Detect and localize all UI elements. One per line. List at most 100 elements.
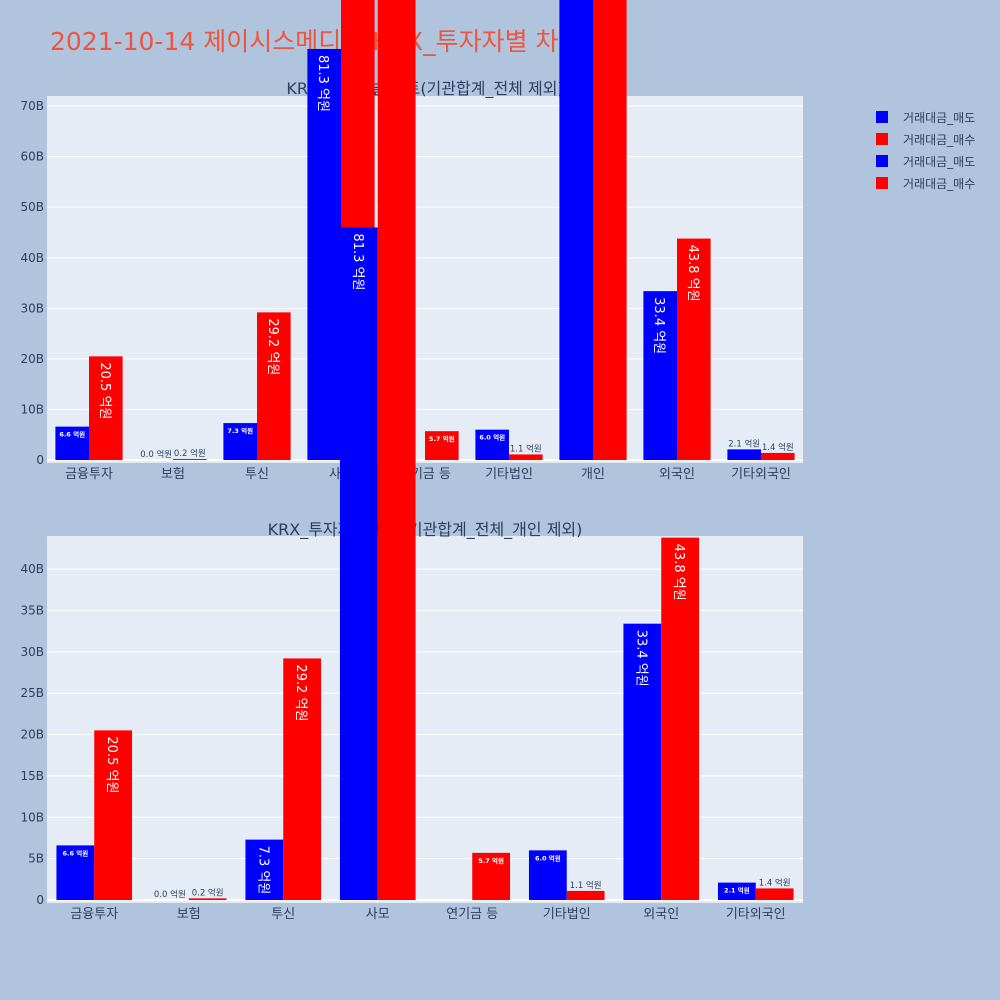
bar-buy — [472, 852, 511, 900]
bar-sell — [223, 423, 257, 460]
legend-item-buy-2[interactable]: 거래대금_매수 — [876, 172, 975, 194]
x-tick-label: 기타법인 — [543, 907, 591, 922]
bar-buy — [94, 730, 133, 900]
legend-label: 거래대금_매도 — [903, 110, 976, 125]
bar-sell — [475, 429, 509, 460]
bar-sell — [643, 291, 677, 460]
data-label: 1.1 억원 — [510, 443, 542, 454]
y-tick-label: 60B — [20, 150, 44, 164]
data-label: 43.8 억원 — [671, 544, 686, 601]
y-tick-label: 0 — [36, 893, 44, 907]
data-label: 2.1 억원 — [724, 886, 750, 895]
bar-buy — [89, 356, 123, 460]
bar-buy — [755, 888, 794, 900]
data-label: 1.4 억원 — [762, 442, 794, 453]
y-tick-label: 40B — [20, 251, 44, 265]
bar-buy — [761, 452, 795, 460]
y-tick-label: 30B — [20, 645, 44, 659]
bar-sell — [717, 882, 756, 900]
data-label: 29.2 억원 — [293, 664, 308, 721]
bar-sell — [623, 623, 662, 900]
bar-sell — [559, 0, 593, 460]
x-tick-label: 연기금 등 — [446, 907, 498, 922]
data-label: 2.1 억원 — [728, 438, 760, 449]
bar-buy — [425, 431, 459, 460]
data-label: 1.1 억원 — [570, 880, 602, 891]
bar-buy — [173, 458, 207, 460]
data-label: 29.2 억원 — [265, 318, 280, 375]
data-label: 6.0 억원 — [479, 433, 505, 442]
legend-swatch — [876, 155, 888, 167]
y-tick-label: 70B — [20, 99, 44, 113]
data-label: 0.2 억원 — [192, 887, 224, 898]
legend-swatch — [876, 177, 888, 189]
bar-sell — [56, 845, 95, 900]
data-label: 20.5 억원 — [104, 736, 119, 793]
data-label: 6.6 억원 — [59, 430, 85, 439]
bar-buy — [593, 0, 627, 460]
bar-buy — [566, 890, 605, 900]
bar-sell — [339, 227, 378, 901]
data-label: 5.7 억원 — [429, 434, 455, 443]
y-tick-label: 25B — [20, 686, 44, 700]
data-label: 1.4 억원 — [759, 877, 791, 888]
bar-sell — [245, 839, 284, 900]
data-label: 81.3 억원 — [350, 233, 365, 290]
y-tick-label: 10B — [20, 810, 44, 824]
data-label: 7.3 억원 — [255, 846, 270, 895]
data-label: 6.0 억원 — [535, 853, 561, 862]
legend-label: 거래대금_매도 — [903, 154, 976, 169]
x-tick-label: 기타외국인 — [726, 907, 786, 922]
bar-sell — [55, 426, 89, 460]
data-label: 0.0 억원 — [140, 449, 172, 460]
data-label: 0.2 억원 — [174, 448, 206, 459]
x-tick-label: 금융투자 — [70, 907, 118, 922]
legend-label: 거래대금_매수 — [903, 176, 976, 191]
x-tick-label: 기타외국인 — [731, 467, 791, 482]
bar-sell — [727, 449, 761, 460]
y-tick-label: 10B — [20, 402, 44, 416]
x-tick-label: 투신 — [245, 467, 269, 482]
data-label: 43.8 억원 — [685, 245, 700, 302]
y-tick-label: 20B — [20, 352, 44, 366]
legend-item-sell-2[interactable]: 거래대금_매도 — [876, 150, 975, 172]
data-label: 0.0 억원 — [154, 889, 186, 900]
legend[interactable]: 거래대금_매도 거래대금_매수 거래대금_매도 거래대금_매수 — [876, 106, 975, 194]
x-tick-label: 기타법인 — [485, 467, 533, 482]
data-label: 33.4 억원 — [633, 630, 648, 687]
y-tick-label: 15B — [20, 769, 44, 783]
x-tick-label: 개인 — [581, 467, 605, 482]
y-tick-label: 35B — [20, 603, 44, 617]
x-tick-label: 투신 — [271, 907, 295, 922]
x-tick-label: 금융투자 — [65, 467, 113, 482]
bar-buy — [257, 312, 291, 460]
data-label: 81.3 억원 — [315, 55, 330, 112]
y-tick-label: 5B — [28, 852, 44, 866]
x-tick-label: 보험 — [177, 907, 201, 922]
bar-buy — [377, 0, 416, 900]
data-label: 6.6 억원 — [62, 848, 88, 857]
data-label: 33.4 억원 — [651, 297, 666, 354]
legend-item-sell-1[interactable]: 거래대금_매도 — [876, 106, 975, 128]
bar-buy — [677, 238, 711, 460]
y-tick-label: 30B — [20, 301, 44, 315]
x-tick-label: 외국인 — [659, 467, 695, 482]
x-tick-label: 보험 — [161, 467, 185, 482]
bar-buy — [661, 537, 700, 900]
chart-title: KRX_투자자별 차트(기관합계_전체_개인 제외) — [268, 520, 583, 540]
legend-swatch — [876, 133, 888, 145]
y-tick-label: 0 — [36, 453, 44, 467]
legend-swatch — [876, 111, 888, 123]
y-tick-label: 20B — [20, 728, 44, 742]
data-label: 20.5 억원 — [97, 362, 112, 419]
bar-buy — [283, 658, 322, 900]
x-tick-label: 사모 — [366, 907, 390, 922]
data-label: 5.7 억원 — [478, 856, 504, 865]
bar-buy — [188, 898, 227, 900]
x-tick-label: 외국인 — [643, 907, 679, 922]
bar-sell — [528, 850, 567, 900]
bar-buy — [509, 454, 543, 460]
legend-item-buy-1[interactable]: 거래대금_매수 — [876, 128, 975, 150]
bar-sell — [307, 48, 341, 460]
